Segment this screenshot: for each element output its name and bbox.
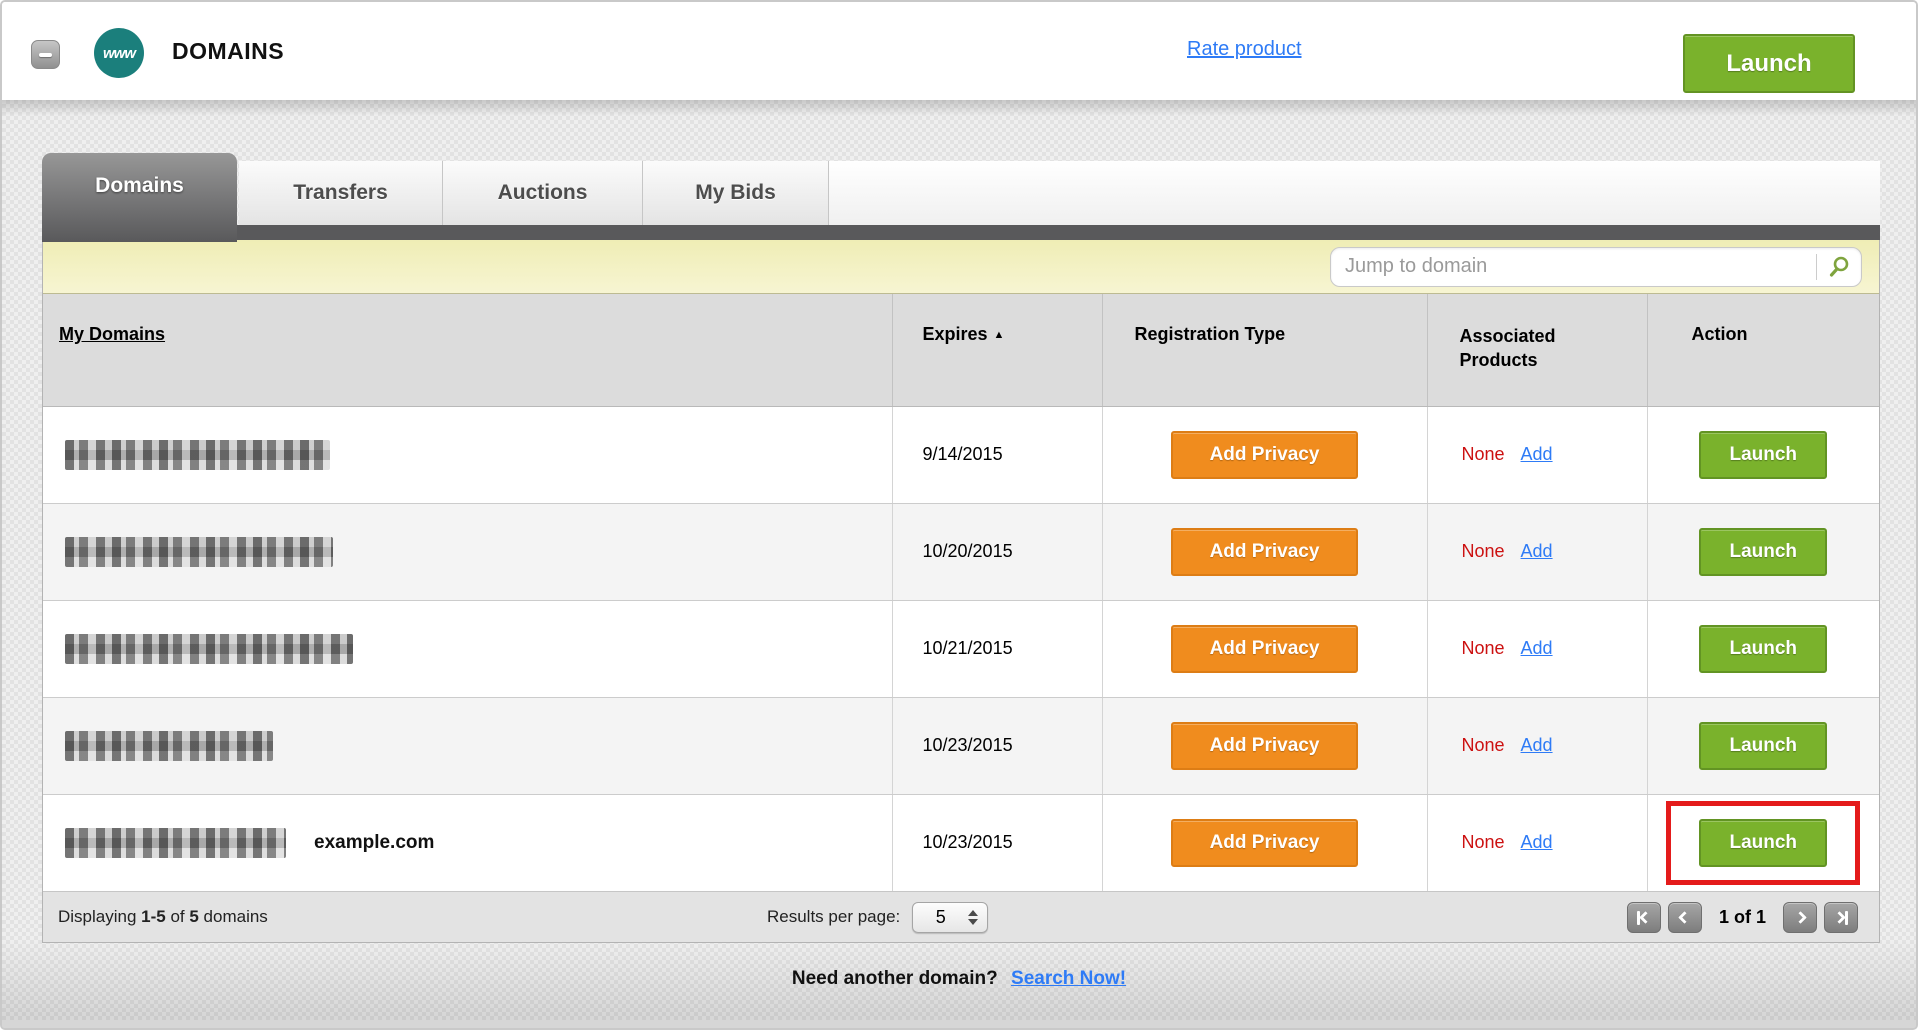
- launch-button[interactable]: Launch: [1699, 624, 1828, 673]
- displaying-summary: Displaying 1-5 of 5 domains: [58, 907, 268, 926]
- table-footer: Displaying 1-5 of 5 domains Results per …: [43, 891, 1879, 942]
- add-product-link[interactable]: Add: [1520, 832, 1553, 853]
- header-launch-button[interactable]: Launch: [1683, 34, 1855, 93]
- minus-icon: [39, 53, 52, 57]
- tab-transfers[interactable]: Transfers: [239, 161, 443, 225]
- pagination: 1 of 1: [1626, 902, 1858, 933]
- tab-domains[interactable]: Domains: [42, 153, 237, 242]
- column-header-associated-products: Associated Products: [1427, 294, 1648, 407]
- need-domain-cta: Need another domain? Search Now!: [2, 968, 1916, 990]
- results-per-page-select[interactable]: 5: [912, 901, 989, 933]
- launch-button-highlighted[interactable]: Launch: [1699, 818, 1828, 867]
- www-icon: www: [94, 28, 144, 78]
- add-privacy-button[interactable]: Add Privacy: [1171, 818, 1358, 867]
- last-page-icon: [1832, 911, 1846, 924]
- column-header-action: Action: [1647, 294, 1879, 407]
- page-indicator: 1 of 1: [1718, 907, 1766, 927]
- associated-products-value: None: [1461, 735, 1505, 755]
- table-row: 10/23/2015 Add Privacy None Add Launch: [43, 697, 1879, 795]
- expires-date: 9/14/2015: [892, 406, 1103, 504]
- next-page-button[interactable]: [1783, 902, 1817, 933]
- domain-annotation: example.com: [314, 831, 435, 853]
- rate-product-link[interactable]: Rate product: [1187, 38, 1302, 60]
- search-now-link[interactable]: Search Now!: [1011, 968, 1127, 989]
- first-page-button[interactable]: [1626, 902, 1661, 933]
- first-page-icon: [1637, 910, 1641, 925]
- associated-products-value: None: [1461, 638, 1505, 658]
- add-product-link[interactable]: Add: [1520, 735, 1553, 755]
- collapse-button[interactable]: [31, 40, 60, 69]
- table-row: example.com 10/23/2015 Add Privacy None A…: [43, 794, 1879, 891]
- table-row: 9/14/2015 Add Privacy None Add Launch: [43, 406, 1879, 504]
- results-per-page: Results per page: 5: [767, 892, 989, 942]
- expires-date: 10/23/2015: [892, 697, 1103, 795]
- tab-strip-bar: [42, 225, 1880, 242]
- table-row: 10/21/2015 Add Privacy None Add Launch: [43, 600, 1879, 698]
- tab-strip-filler: [829, 161, 1880, 225]
- domains-table: My Domains Expires ▲ Registration Type As…: [43, 294, 1879, 891]
- need-domain-prompt: Need another domain?: [791, 968, 998, 989]
- table-row: 10/20/2015 Add Privacy None Add Launch: [43, 503, 1879, 601]
- jump-to-domain-box: [1330, 246, 1862, 287]
- add-privacy-button[interactable]: Add Privacy: [1171, 624, 1358, 673]
- prev-page-icon: [1678, 911, 1692, 924]
- jump-to-domain-input[interactable]: [1331, 255, 1816, 278]
- associated-products-value: None: [1461, 832, 1505, 853]
- page-title: DOMAINS: [172, 38, 285, 64]
- highlight-box: Launch: [1666, 800, 1861, 885]
- results-per-page-label: Results per page:: [767, 907, 901, 926]
- add-product-link[interactable]: Add: [1520, 638, 1553, 658]
- add-privacy-button[interactable]: Add Privacy: [1171, 527, 1358, 576]
- add-privacy-button[interactable]: Add Privacy: [1171, 721, 1358, 770]
- expires-date: 10/23/2015: [892, 794, 1103, 891]
- expires-date: 10/20/2015: [892, 503, 1103, 601]
- launch-button[interactable]: Launch: [1699, 527, 1828, 576]
- associated-products-value: None: [1461, 444, 1505, 464]
- tab-auctions[interactable]: Auctions: [443, 161, 643, 225]
- add-privacy-button[interactable]: Add Privacy: [1171, 430, 1358, 479]
- sort-asc-icon: ▲: [993, 329, 1005, 341]
- launch-button[interactable]: Launch: [1699, 721, 1828, 770]
- redacted-domain-name: [65, 633, 353, 664]
- bottom-strip: [2, 1020, 1916, 1028]
- redacted-domain-name: [65, 827, 286, 858]
- search-bar: [43, 240, 1879, 294]
- expires-date: 10/21/2015: [892, 600, 1103, 698]
- table-header-row: My Domains Expires ▲ Registration Type As…: [43, 294, 1879, 407]
- results-per-page-value: 5: [935, 906, 946, 927]
- launch-button[interactable]: Launch: [1699, 430, 1828, 479]
- domains-panel: My Domains Expires ▲ Registration Type As…: [42, 240, 1880, 943]
- app-header: www DOMAINS Rate product Launch: [2, 2, 1916, 100]
- divider: [1816, 253, 1817, 280]
- add-product-link[interactable]: Add: [1520, 444, 1553, 464]
- next-page-icon: [1793, 911, 1807, 924]
- workspace-background: Domains Transfers Auctions My Bids: [2, 100, 1916, 1028]
- column-header-expires[interactable]: Expires: [922, 324, 988, 344]
- column-header-registration-type: Registration Type: [1102, 294, 1428, 407]
- redacted-domain-name: [65, 536, 333, 567]
- tab-my-bids[interactable]: My Bids: [643, 161, 829, 225]
- last-page-button[interactable]: [1824, 902, 1858, 933]
- redacted-domain-name: [65, 439, 330, 470]
- column-header-my-domains[interactable]: My Domains: [59, 324, 166, 344]
- prev-page-button[interactable]: [1667, 902, 1702, 933]
- stepper-icon: [968, 909, 979, 925]
- search-button[interactable]: [1817, 248, 1861, 286]
- redacted-domain-name: [65, 730, 273, 761]
- magnifier-icon: [1829, 256, 1849, 277]
- add-product-link[interactable]: Add: [1520, 541, 1553, 561]
- associated-products-value: None: [1461, 541, 1505, 561]
